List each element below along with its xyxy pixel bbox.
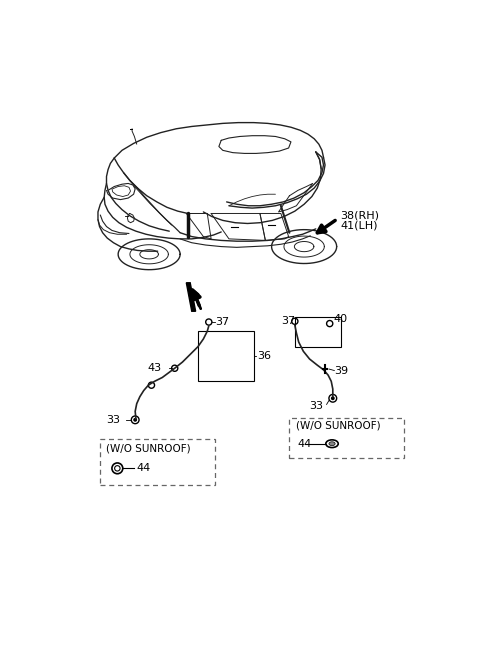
Text: 37: 37: [281, 316, 295, 326]
Text: (W/O SUNROOF): (W/O SUNROOF): [107, 443, 191, 453]
Text: 44: 44: [297, 439, 312, 449]
Text: 38(RH): 38(RH): [340, 211, 380, 221]
Text: 33: 33: [310, 401, 324, 411]
Text: 39: 39: [335, 365, 348, 375]
Text: 41(LH): 41(LH): [340, 220, 378, 230]
Text: 43: 43: [147, 363, 162, 373]
Text: 37: 37: [215, 317, 229, 327]
Text: 44: 44: [136, 463, 150, 474]
Circle shape: [331, 396, 335, 400]
Text: 36: 36: [257, 352, 271, 361]
Polygon shape: [186, 283, 196, 311]
Bar: [100, 439, 215, 485]
Text: (W/O SUNROOF): (W/O SUNROOF): [296, 420, 380, 430]
Ellipse shape: [329, 441, 335, 445]
Bar: [289, 417, 404, 458]
Circle shape: [133, 418, 137, 422]
Bar: [295, 318, 341, 346]
Text: 40: 40: [334, 314, 348, 324]
Text: 33: 33: [106, 415, 120, 425]
Bar: [198, 331, 254, 381]
